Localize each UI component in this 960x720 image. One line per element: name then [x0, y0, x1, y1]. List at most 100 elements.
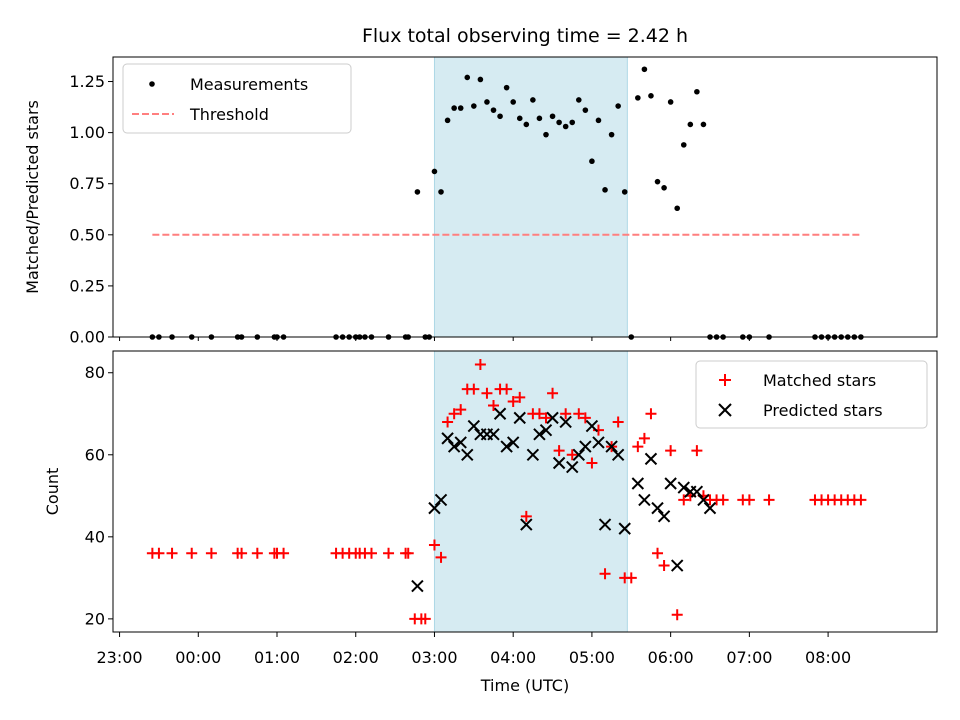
- matched-star-point: [205, 547, 217, 559]
- x-tick-label: 07:00: [726, 648, 772, 667]
- bottom-y-axis-label: Count: [43, 468, 62, 516]
- measurement-point: [536, 115, 543, 122]
- legend-measurements-label: Measurements: [190, 75, 308, 94]
- predicted-star-point: [411, 579, 424, 593]
- predicted-star-point: [546, 411, 559, 425]
- bottom-y-tick-label: 20: [85, 609, 105, 628]
- measurement-point: [438, 189, 444, 195]
- matched-star-point: [658, 560, 670, 572]
- top-y-tick-label: 0.25: [69, 276, 105, 295]
- matched-star-point: [442, 416, 454, 428]
- matched-star-point: [383, 547, 395, 559]
- matched-star-point: [625, 572, 637, 584]
- top-y-ticks: 0.00 0.25 0.50 0.75 1.00 1.25: [69, 72, 113, 347]
- predicted-star-point: [428, 501, 441, 515]
- x-tick-label: 08:00: [805, 648, 851, 667]
- predicted-star-point: [618, 522, 631, 535]
- measurement-point: [490, 107, 497, 113]
- x-tick-label: 04:00: [490, 648, 536, 667]
- matched-star-point: [448, 408, 460, 420]
- matched-star-point: [579, 412, 591, 424]
- predicted-star-point: [605, 440, 618, 453]
- predicted-star-point: [487, 428, 500, 441]
- measurement-point: [582, 107, 589, 113]
- measurement-point: [471, 103, 477, 109]
- matched-star-point: [520, 510, 532, 522]
- predicted-star-point: [493, 407, 507, 420]
- legend-matched-marker: [719, 374, 731, 386]
- matched-star-point: [671, 609, 683, 621]
- measurement-point: [523, 121, 530, 128]
- matched-star-point: [236, 547, 248, 559]
- measurement-point: [654, 178, 661, 185]
- bottom-axes-frame: [112, 350, 938, 633]
- matched-star-point: [743, 494, 755, 506]
- measurement-point: [549, 113, 556, 120]
- bottom-y-tick-label: 80: [85, 363, 105, 382]
- top-y-axis-label: Matched/Predicted stars: [23, 100, 42, 294]
- predicted-star-point: [566, 460, 579, 474]
- matched-star-point: [455, 404, 467, 416]
- bottom-legend: Matched stars Predicted stars: [695, 360, 928, 429]
- top-y-tick-label: 1.00: [69, 123, 105, 142]
- measurement-point: [530, 97, 536, 103]
- predicted-star-point: [454, 436, 467, 449]
- x-tick-label: 02:00: [333, 648, 379, 667]
- predicted-star-point: [539, 423, 553, 437]
- legend-matched-label: Matched stars: [763, 371, 876, 390]
- measurement-point: [589, 158, 595, 165]
- matched-star-point: [533, 408, 545, 420]
- measurement-point: [661, 185, 667, 191]
- matched-star-point: [402, 547, 414, 559]
- measurement-point: [510, 99, 516, 105]
- top-legend: Measurements Threshold: [122, 63, 352, 134]
- measurement-point: [431, 168, 438, 175]
- predicted-star-point: [447, 440, 461, 453]
- matched-star-point: [488, 400, 500, 412]
- predicted-star-point: [690, 485, 704, 498]
- measurement-point: [497, 113, 503, 120]
- predicted-star-point: [592, 436, 605, 449]
- predicted-star-point: [664, 477, 677, 490]
- measurement-point: [484, 99, 490, 105]
- x-axis-label: Time (UTC): [480, 676, 569, 695]
- predicted-star-point: [441, 432, 454, 445]
- measurement-point: [414, 189, 421, 195]
- bottom-x-ticks: 23:00 00:00 01:00 02:00 03:00 04:00 05:00 06:00…: [97, 632, 851, 667]
- bottom-panel: 20 40 60 80 23:00 00:00 01:00 02:00 03:00 04:00 0…: [43, 350, 938, 695]
- measurement-point: [641, 66, 648, 73]
- bottom-legend-box: [695, 360, 928, 429]
- predicted-star-point: [651, 501, 664, 515]
- measurement-point: [543, 131, 549, 138]
- matched-star-point: [186, 547, 198, 559]
- predicted-star-point: [677, 481, 690, 494]
- matched-star-point: [652, 547, 664, 559]
- matched-star-point: [691, 445, 703, 457]
- measurement-point: [516, 115, 523, 122]
- matched-star-point: [855, 494, 867, 506]
- top-y-tick-label: 1.25: [69, 72, 105, 91]
- measurement-point: [687, 121, 694, 128]
- measurement-point: [575, 97, 582, 103]
- measurement-point: [667, 99, 674, 105]
- predicted-star-point: [461, 448, 474, 461]
- x-tick-label: 03:00: [411, 648, 457, 667]
- top-panel: 0.00 0.25 0.50 0.75 1.00 1.25 Matched/Predict…: [23, 56, 938, 347]
- predicted-star-point: [434, 493, 448, 507]
- predicted-star-point: [500, 440, 513, 453]
- top-y-tick-label: 0.50: [69, 225, 105, 244]
- predicted-star-point: [552, 456, 566, 470]
- top-axes-frame: [112, 56, 938, 338]
- bottom-y-tick-label: 40: [85, 527, 105, 546]
- top-observing-window: [433, 56, 628, 338]
- matched-star-point: [547, 387, 559, 399]
- matched-star-point: [632, 441, 644, 453]
- predicted-star-point: [533, 428, 546, 441]
- matched-star-point: [560, 408, 572, 420]
- measurement-point: [694, 88, 700, 95]
- measurement-point: [451, 105, 457, 111]
- matched-star-point: [474, 359, 486, 371]
- x-tick-label: 23:00: [97, 648, 143, 667]
- predicted-star-point: [631, 477, 645, 490]
- predicted-star-point: [579, 440, 592, 453]
